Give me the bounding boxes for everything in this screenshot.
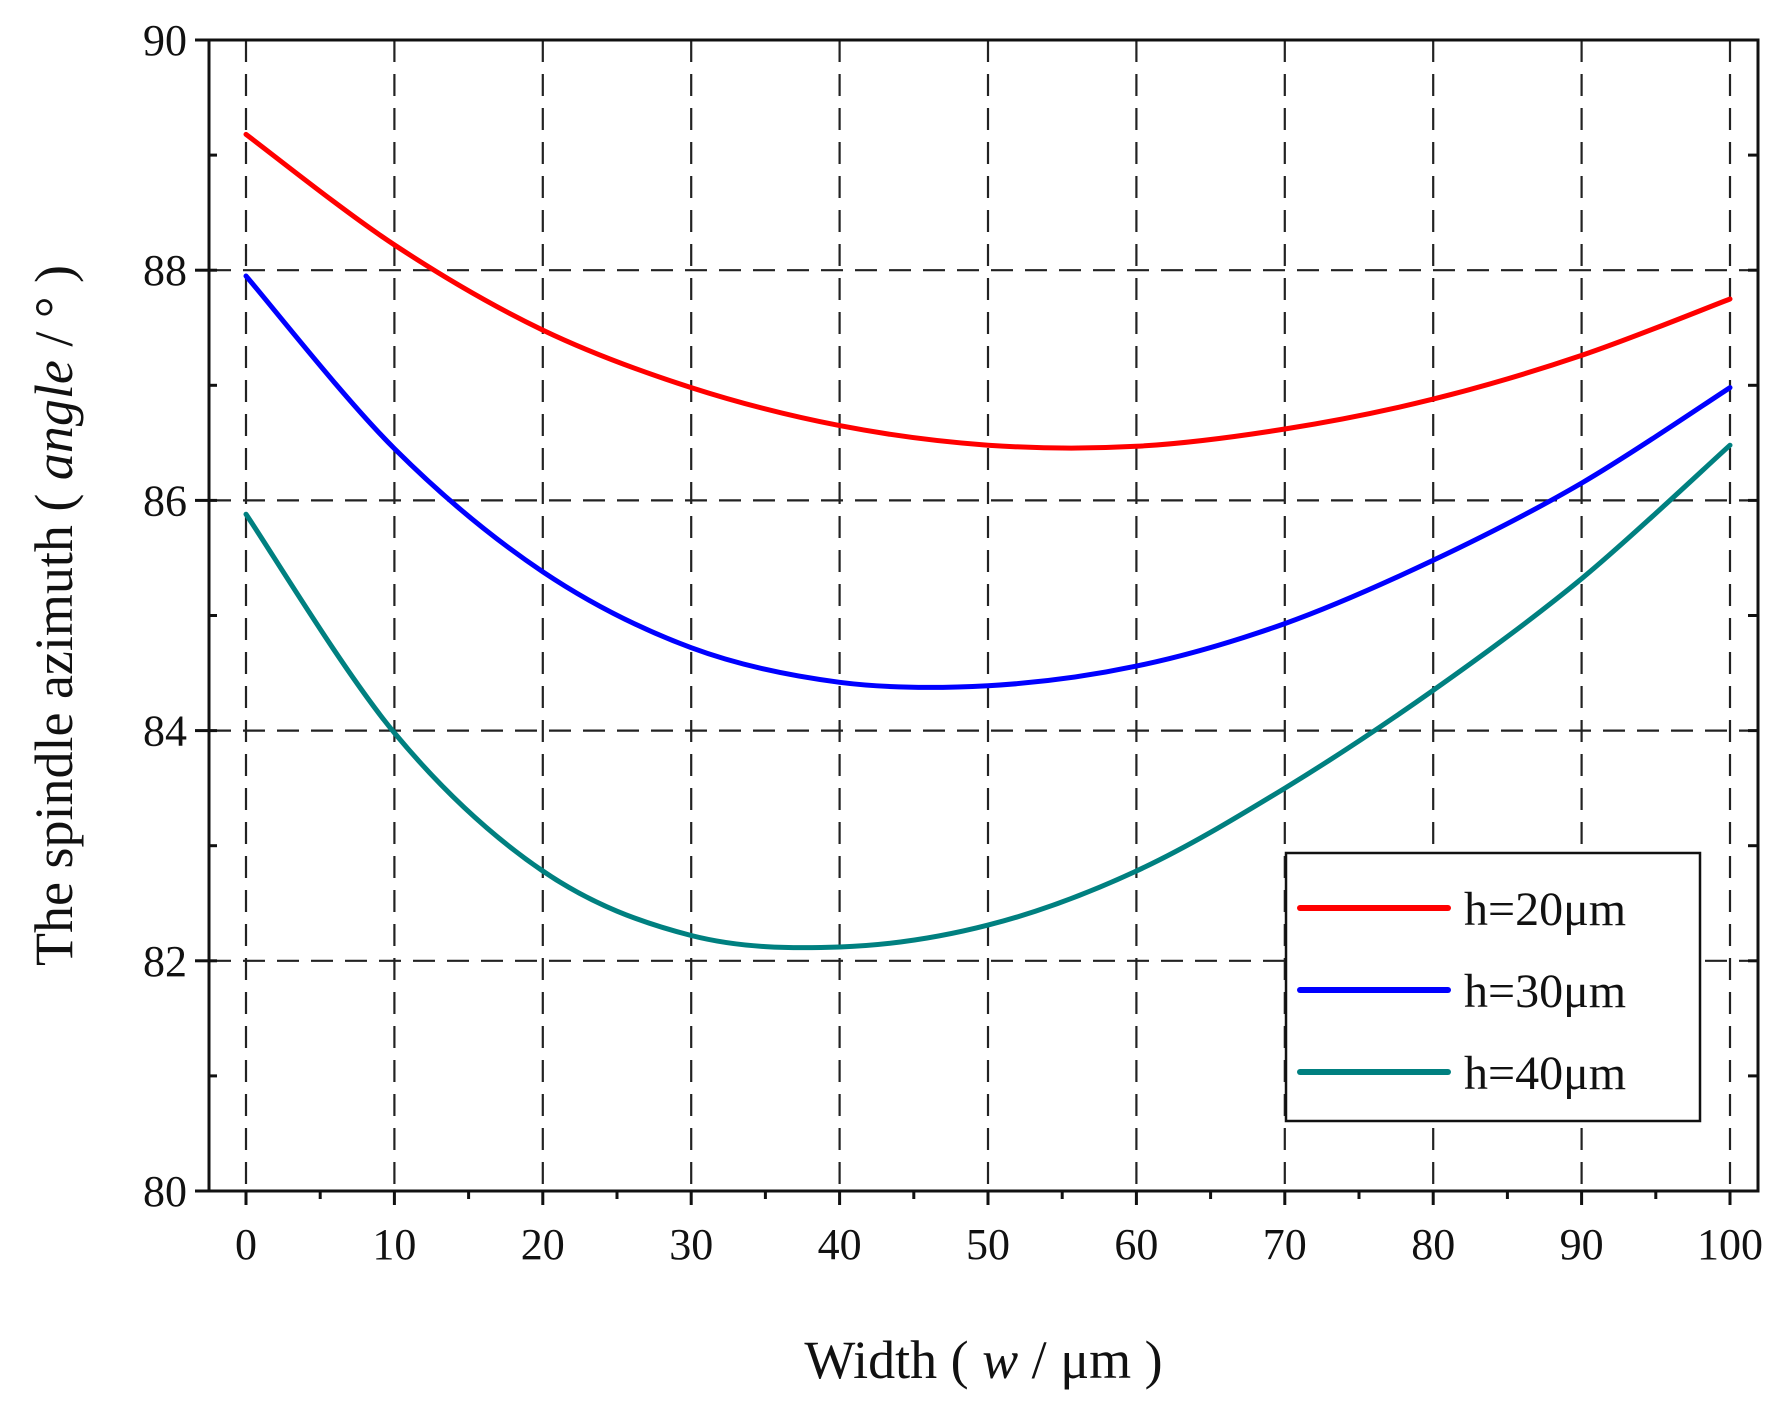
legend-label-2: h=30μm	[1464, 965, 1626, 1018]
series-lines	[243, 131, 1733, 951]
y-tick-label: 86	[143, 476, 187, 525]
x-tick-label: 20	[521, 1220, 565, 1269]
series-line-3	[243, 442, 1733, 951]
x-tick-label: 30	[669, 1220, 713, 1269]
x-axis-title-unit: μm	[1060, 1330, 1131, 1390]
series-line-2	[243, 273, 1733, 690]
y-axis-title-close: )	[24, 265, 84, 283]
y-axis-title-var: angle	[24, 360, 84, 480]
x-tick-label: 40	[818, 1220, 862, 1269]
x-axis-title-prefix: Width	[804, 1330, 937, 1390]
legend-label-1: h=20μm	[1464, 883, 1626, 936]
legend: h=20μm h=30μm h=40μm	[1284, 851, 1702, 1123]
x-axis-title-open: (	[951, 1330, 969, 1390]
y-axis-title-open: (	[24, 494, 84, 512]
x-tick-label: 90	[1560, 1220, 1604, 1269]
y-tick-label: 80	[143, 1167, 187, 1216]
x-axis-title-var: w	[982, 1330, 1018, 1390]
x-axis-title: Width ( w / μm )	[804, 1330, 1162, 1390]
x-tick-label: 100	[1697, 1220, 1763, 1269]
x-tick-label: 10	[372, 1220, 416, 1269]
y-tick-label: 84	[143, 707, 187, 756]
x-axis-title-close: )	[1145, 1330, 1163, 1390]
x-tick-label: 0	[235, 1220, 257, 1269]
series-line-1	[243, 131, 1733, 451]
y-axis-title: The spindle azimuth ( angle / ° )	[24, 265, 84, 966]
ticks: 0 10 20 30 40 50 60 70 80 90 100 80 82 84 86 88 90	[143, 16, 1763, 1269]
y-axis-title-slash: /	[24, 332, 84, 347]
y-tick-label: 90	[143, 16, 187, 65]
y-tick-label: 82	[143, 937, 187, 986]
y-axis-title-unit: °	[24, 297, 84, 319]
legend-label-3: h=40μm	[1464, 1047, 1626, 1100]
x-tick-label: 50	[966, 1220, 1010, 1269]
x-axis-title-slash: /	[1032, 1330, 1047, 1390]
y-axis-title-prefix: The spindle azimuth	[24, 525, 84, 966]
x-tick-label: 60	[1114, 1220, 1158, 1269]
x-tick-label: 80	[1411, 1220, 1455, 1269]
y-tick-label: 88	[143, 246, 187, 295]
x-tick-label: 70	[1263, 1220, 1307, 1269]
